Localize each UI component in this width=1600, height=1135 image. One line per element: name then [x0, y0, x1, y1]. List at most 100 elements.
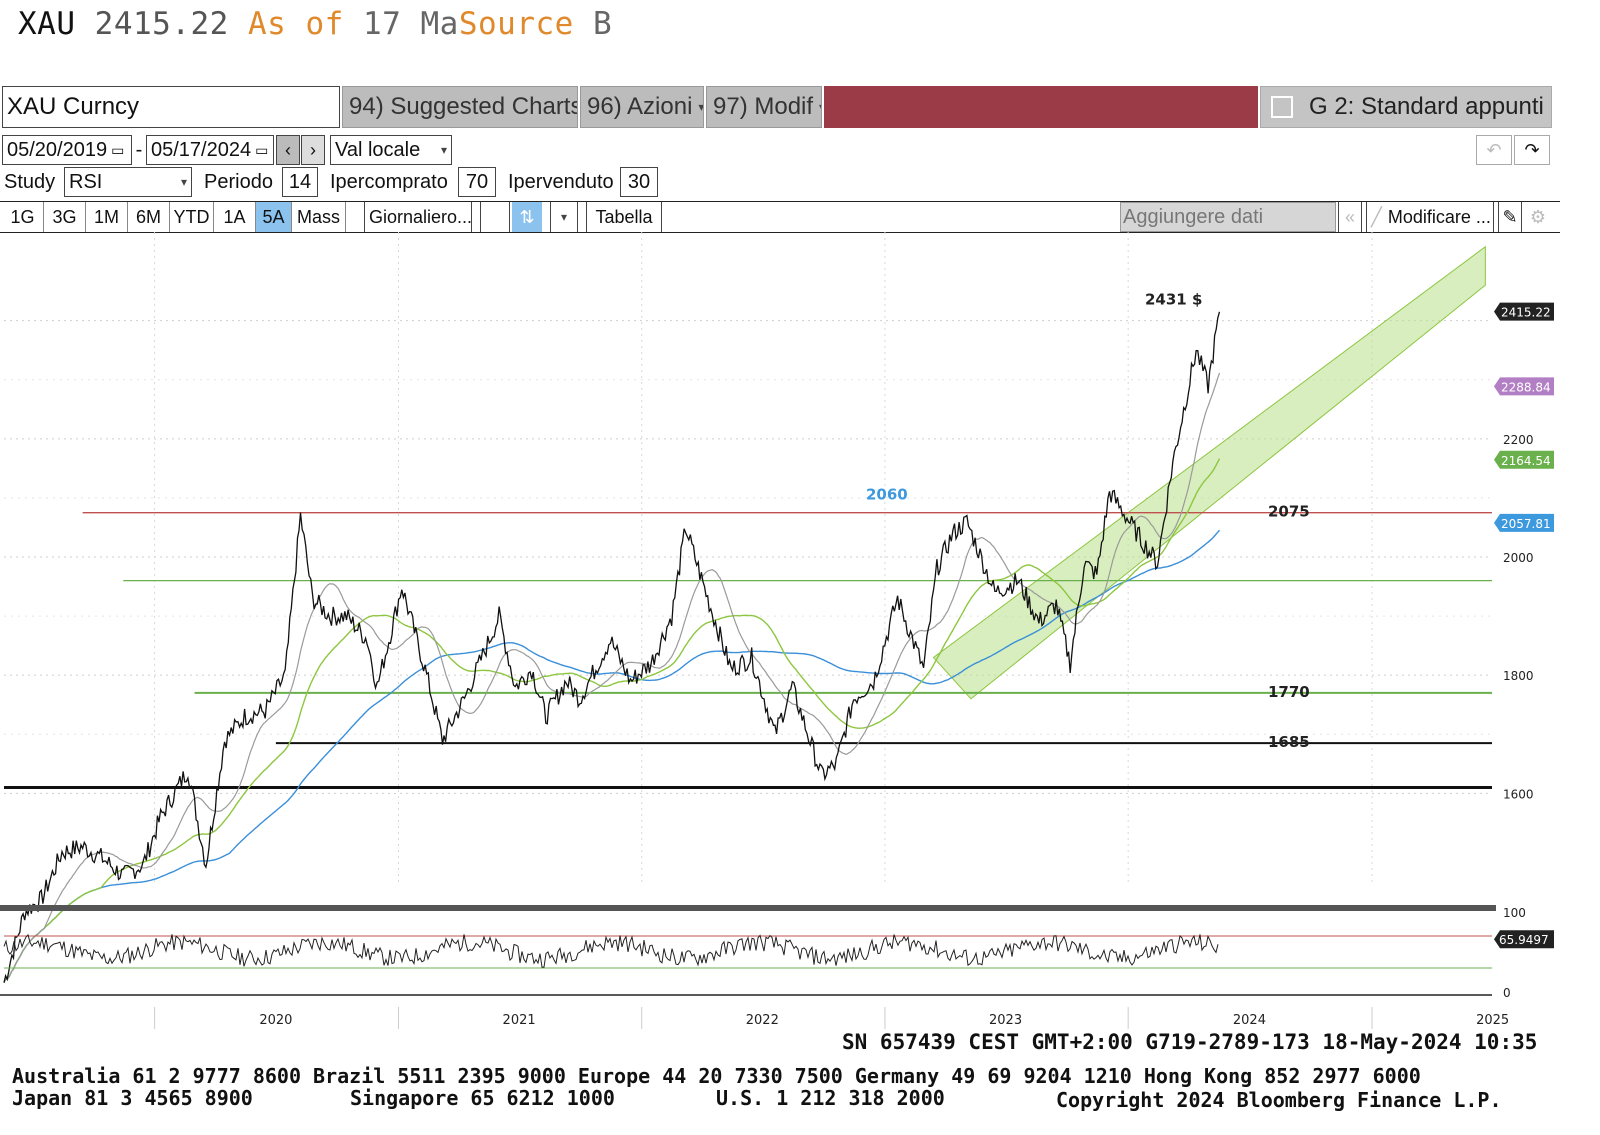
- chevron-down-icon: ▾: [440, 143, 447, 157]
- last-value-label: 2415.22: [1501, 306, 1551, 320]
- as-of-label: As of: [248, 6, 344, 42]
- y-axis: 1600 1800 2000 2200 2415.22 2288.84 2164.54 205…: [1494, 302, 1554, 801]
- table-button[interactable]: Tabella: [586, 202, 662, 232]
- end-date-input[interactable]: 05/17/2024 ▭: [146, 135, 274, 165]
- overbought-input[interactable]: 70: [458, 167, 496, 197]
- x-tick-label: 2024: [1233, 1013, 1266, 1028]
- redo-button[interactable]: ↷: [1514, 135, 1550, 165]
- study-select[interactable]: RSI ▾: [64, 167, 192, 197]
- price-line: [3, 311, 1221, 983]
- level-label-1770: 1770: [1268, 683, 1310, 701]
- y-tick-label: 1600: [1503, 787, 1534, 801]
- period-button-1a[interactable]: 1A: [214, 202, 256, 232]
- next-range-button[interactable]: ›: [301, 135, 325, 165]
- chart-style-button[interactable]: [480, 202, 510, 232]
- oversold-label: Ipervenduto: [508, 170, 614, 193]
- overbought-label: Ipercomprato: [330, 170, 448, 193]
- study-label: Study: [4, 170, 56, 193]
- chart-type-icon: ⇅: [519, 206, 535, 227]
- period-button-6m[interactable]: 6M: [128, 202, 170, 232]
- collapse-button[interactable]: «: [1338, 202, 1362, 232]
- main-toolbar: XAU Curncy 94) Suggested Charts▾ 96) Azi…: [0, 86, 1560, 128]
- x-axis: 2020 2021 2022 2023 2024 2025: [0, 994, 1509, 1029]
- rsi-tick-label: 0: [1503, 986, 1511, 1000]
- modify-chart-button[interactable]: ╱ Modificare ...: [1366, 202, 1494, 232]
- chevron-down-icon: ▾: [819, 100, 821, 114]
- rsi-line: [3, 933, 1219, 968]
- double-chevron-left-icon: «: [1344, 206, 1355, 227]
- chart-annotations: 2431 $ 2060: [866, 290, 1202, 503]
- trend-channel: [932, 245, 1486, 700]
- chevron-down-icon: ▾: [560, 210, 568, 224]
- last-price: 2415.22: [94, 6, 229, 42]
- x-tick-label: 2022: [746, 1013, 779, 1028]
- edit-icon-button[interactable]: ✎: [1498, 202, 1522, 232]
- y-tick-label: 1800: [1503, 669, 1534, 683]
- price-chart[interactable]: 2075 1770 1685 2431 $ 2060 1600 1800 2000 2200…: [0, 232, 1600, 1030]
- security-input[interactable]: XAU Curncy: [2, 86, 340, 128]
- rsi-panel: 0 100 65.9497: [0, 905, 1554, 1000]
- period-button-mass[interactable]: Mass: [292, 202, 346, 232]
- horizontal-levels: 2075 1770 1685: [4, 503, 1492, 789]
- session-info: SN 657439 CEST GMT+2:00 G719-2789-173 18…: [842, 1030, 1538, 1054]
- modify-menu[interactable]: 97) Modif▾: [706, 86, 822, 128]
- panel-divider: [0, 905, 1496, 911]
- line-style-button[interactable]: ⇅: [512, 202, 542, 232]
- rsi-last-tag: [1494, 930, 1554, 949]
- gear-icon: ⚙: [1529, 206, 1547, 227]
- prev-range-button[interactable]: ‹: [276, 135, 300, 165]
- undo-icon: ↶: [1486, 139, 1502, 160]
- toolbar-banner: [824, 86, 1258, 128]
- pencil-icon: ╱: [1371, 206, 1382, 227]
- peak-annotation: 2060: [866, 486, 908, 504]
- contact-japan: Japan 81 3 4565 8900: [12, 1086, 253, 1110]
- chevron-down-icon: ▾: [180, 175, 187, 189]
- export-icon: [1271, 96, 1293, 118]
- chart-grid: [4, 232, 1492, 882]
- layout-selector[interactable]: G 2: Standard appunti: [1260, 86, 1552, 128]
- contact-us: U.S. 1 212 318 2000: [716, 1086, 945, 1110]
- calendar-icon: ▭: [111, 141, 125, 158]
- period-button-1g[interactable]: 1G: [2, 202, 44, 232]
- add-data-input[interactable]: Aggiungere dati: [1120, 202, 1336, 232]
- copyright: Copyright 2024 Bloomberg Finance L.P.: [1056, 1088, 1502, 1112]
- actions-menu[interactable]: 96) Azioni ▾: [580, 86, 704, 128]
- last-value-tag: [1494, 377, 1554, 396]
- period-buttons: 1G 3G 1M 6M YTD 1A 5A Mass: [2, 202, 354, 232]
- period-button-ytd[interactable]: YTD: [170, 202, 214, 232]
- last-value-label: 2288.84: [1501, 380, 1551, 394]
- source-value: B: [592, 6, 613, 42]
- currency-select[interactable]: Val locale ▾: [330, 135, 452, 165]
- y-tick-label: 2000: [1503, 551, 1534, 565]
- period-input[interactable]: 14: [282, 167, 318, 197]
- calendar-icon: ▭: [255, 141, 269, 158]
- redo-icon: ↷: [1524, 139, 1540, 160]
- x-tick-label: 2025: [1476, 1013, 1509, 1028]
- frequency-select[interactable]: Giornaliero...: [364, 202, 472, 232]
- page-header: XAU 2415.22 As of 17 MaSource B: [18, 6, 612, 42]
- source-label: Source: [458, 6, 574, 42]
- ticker-symbol: XAU: [18, 6, 76, 42]
- suggested-charts-button[interactable]: 94) Suggested Charts▾: [342, 86, 578, 128]
- oversold-input[interactable]: 30: [620, 167, 658, 197]
- start-date-input[interactable]: 05/20/2019 ▭: [2, 135, 132, 165]
- date-toolbar: 05/20/2019 ▭ - 05/17/2024 ▭ ‹ › Val locale…: [0, 135, 1560, 165]
- level-label-1685: 1685: [1268, 733, 1310, 751]
- period-button-1m[interactable]: 1M: [86, 202, 128, 232]
- rsi-last-label: 65.9497: [1499, 933, 1549, 947]
- last-value-tag: [1494, 450, 1554, 469]
- undo-button[interactable]: ↶: [1476, 135, 1512, 165]
- chart-type-dropdown[interactable]: ▾: [550, 202, 578, 232]
- study-toolbar: Study RSI ▾ Periodo 14 Ipercomprato 70 Ip…: [0, 167, 1560, 197]
- last-value-label: 2164.54: [1501, 454, 1551, 468]
- period-button-3g[interactable]: 3G: [44, 202, 86, 232]
- settings-button[interactable]: ⚙: [1526, 202, 1550, 232]
- edit-icon: ✎: [1502, 206, 1518, 227]
- period-button-5a[interactable]: 5A: [256, 202, 292, 232]
- date-separator: -: [135, 138, 143, 161]
- y-tick-label: 2200: [1503, 433, 1534, 447]
- rsi-tick-label: 100: [1503, 906, 1526, 920]
- x-tick-label: 2023: [989, 1013, 1022, 1028]
- period-toolbar: 1G 3G 1M 6M YTD 1A 5A Mass Giornaliero... ⇅ ▾ T…: [0, 201, 1560, 233]
- x-tick-label: 2021: [503, 1013, 536, 1028]
